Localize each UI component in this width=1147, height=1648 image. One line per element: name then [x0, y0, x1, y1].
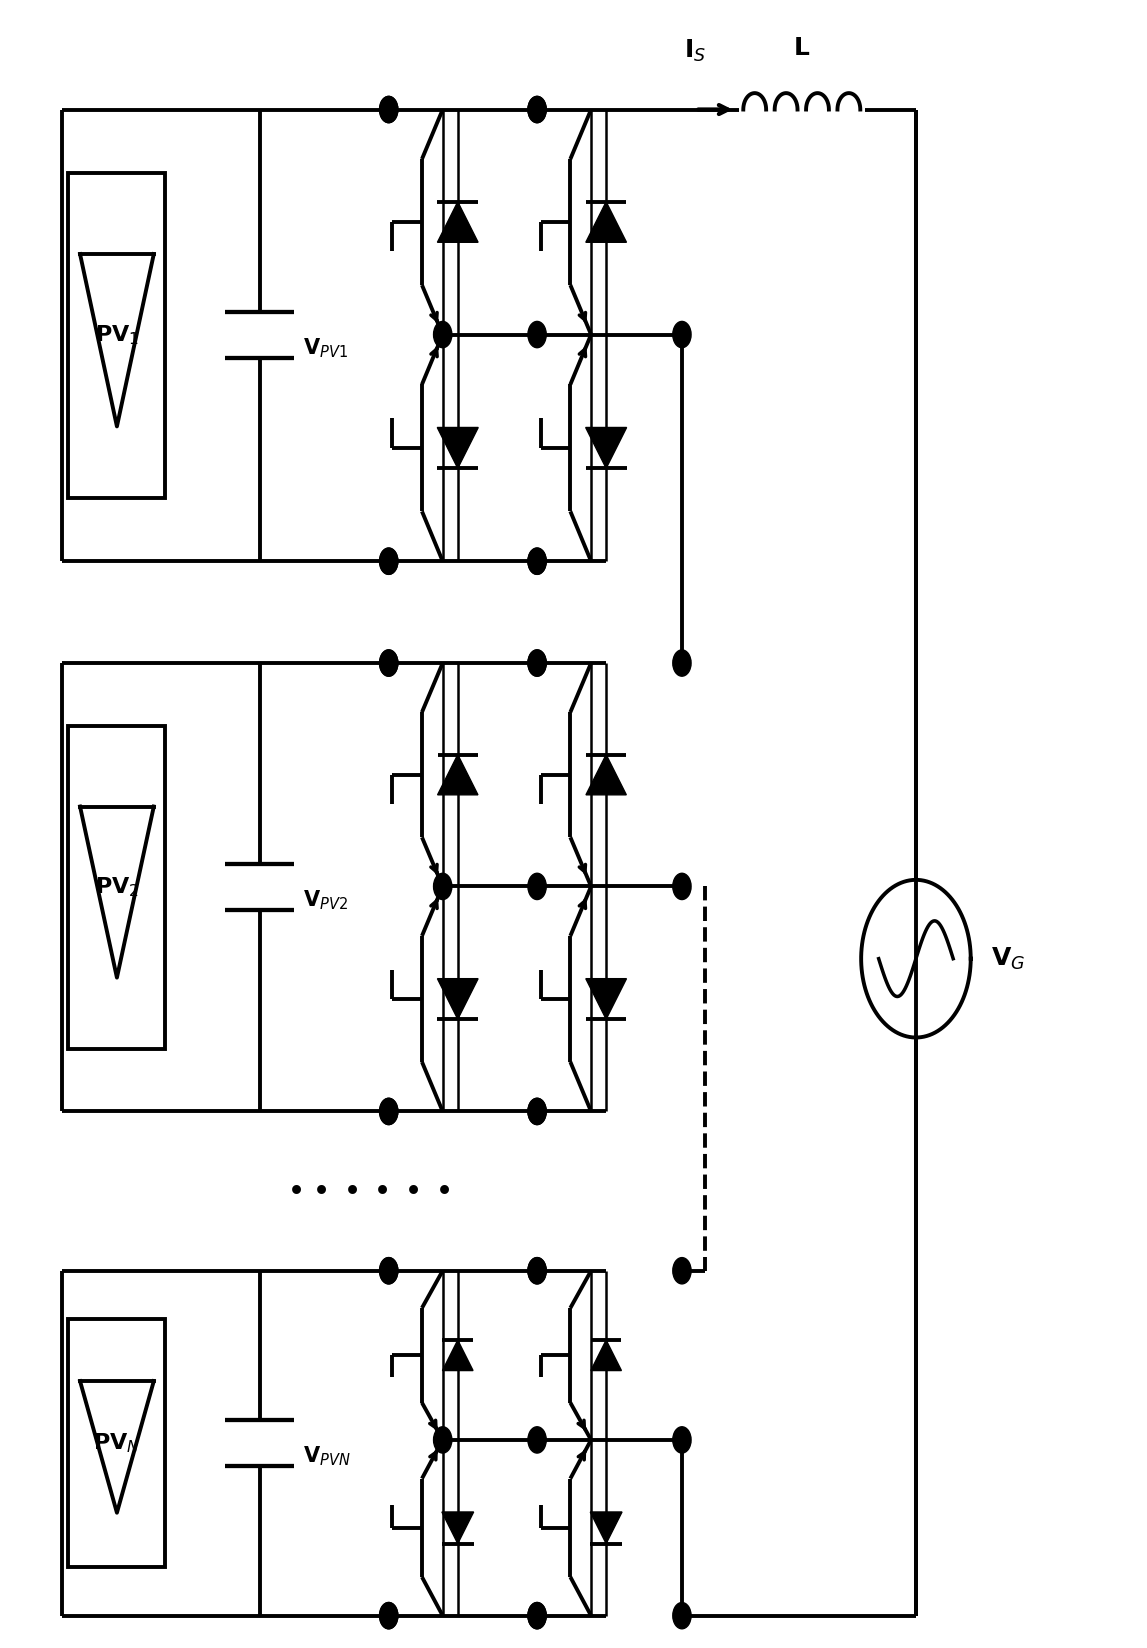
Circle shape	[528, 1427, 546, 1454]
Text: PV$_1$: PV$_1$	[95, 323, 139, 348]
Circle shape	[380, 649, 398, 676]
Circle shape	[673, 873, 692, 900]
Circle shape	[528, 649, 546, 676]
Circle shape	[528, 549, 546, 575]
Circle shape	[673, 649, 692, 676]
Polygon shape	[591, 1340, 622, 1371]
Circle shape	[528, 1098, 546, 1124]
Circle shape	[673, 1257, 692, 1284]
Circle shape	[528, 549, 546, 575]
Text: V$_G$: V$_G$	[991, 946, 1025, 972]
Circle shape	[434, 1427, 452, 1454]
Polygon shape	[437, 201, 478, 242]
Circle shape	[673, 321, 692, 348]
Polygon shape	[437, 755, 478, 794]
Circle shape	[380, 1257, 398, 1284]
Circle shape	[380, 1098, 398, 1124]
Circle shape	[380, 96, 398, 122]
Circle shape	[528, 1602, 546, 1628]
Circle shape	[528, 873, 546, 900]
Text: L: L	[794, 36, 810, 61]
Circle shape	[434, 873, 452, 900]
Circle shape	[380, 549, 398, 575]
Bar	[69, 1318, 165, 1567]
Circle shape	[528, 321, 546, 348]
Bar	[69, 173, 165, 498]
Circle shape	[380, 1098, 398, 1124]
Circle shape	[380, 549, 398, 575]
Circle shape	[673, 1427, 692, 1454]
Polygon shape	[437, 979, 478, 1018]
Text: V$_{PV2}$: V$_{PV2}$	[303, 888, 348, 913]
Circle shape	[380, 649, 398, 676]
Text: V$_{PVN}$: V$_{PVN}$	[303, 1445, 351, 1468]
Text: $\bullet\bullet\bullet\bullet\bullet\bullet$: $\bullet\bullet\bullet\bullet\bullet\bul…	[286, 1173, 451, 1203]
Circle shape	[380, 1257, 398, 1284]
Circle shape	[528, 1257, 546, 1284]
Polygon shape	[442, 1511, 474, 1544]
Text: V$_{PV1}$: V$_{PV1}$	[303, 336, 348, 361]
Circle shape	[528, 96, 546, 122]
Circle shape	[380, 96, 398, 122]
Text: PV$_2$: PV$_2$	[95, 875, 139, 900]
Text: I$_S$: I$_S$	[685, 38, 707, 64]
Polygon shape	[591, 1511, 622, 1544]
Text: PV$_N$: PV$_N$	[93, 1432, 140, 1455]
Polygon shape	[586, 427, 626, 468]
Polygon shape	[586, 755, 626, 794]
Circle shape	[528, 1257, 546, 1284]
Circle shape	[380, 1602, 398, 1628]
Bar	[69, 725, 165, 1048]
Polygon shape	[437, 427, 478, 468]
Circle shape	[434, 321, 452, 348]
Circle shape	[528, 649, 546, 676]
Circle shape	[380, 1602, 398, 1628]
Circle shape	[673, 1602, 692, 1628]
Circle shape	[528, 96, 546, 122]
Circle shape	[528, 1602, 546, 1628]
Circle shape	[528, 1098, 546, 1124]
Polygon shape	[586, 979, 626, 1018]
Polygon shape	[443, 1340, 473, 1371]
Polygon shape	[586, 201, 626, 242]
